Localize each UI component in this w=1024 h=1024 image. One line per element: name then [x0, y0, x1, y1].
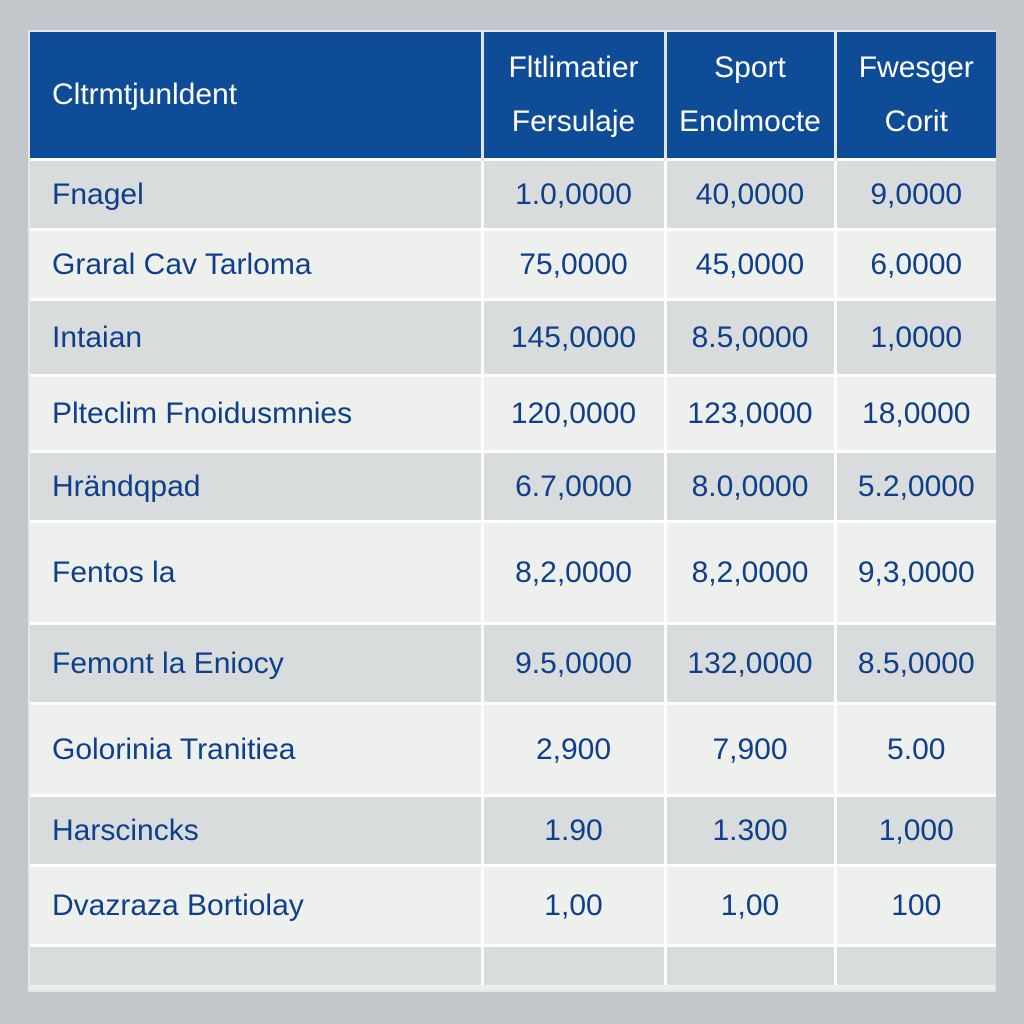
cell-value: 8.5,0000 [665, 298, 837, 376]
cell-value: 1,000 [835, 794, 996, 866]
table-row: Fentos la 8,2,0000 8,2,0000 9,3,0000 [30, 520, 996, 624]
row-name: Femont la Eniocy [30, 622, 484, 704]
cell-value: 8.0,0000 [665, 450, 837, 522]
row-name: Graral Cav Tarloma [30, 228, 484, 300]
empty-cell [482, 944, 667, 985]
column-header-1: Fltlimatier Fersulaje [482, 32, 667, 160]
cell-value: 145,0000 [482, 298, 667, 376]
row-name: Golorinia Tranitiea [30, 702, 484, 796]
cell-value: 1,00 [665, 864, 837, 946]
table-row: Pltecl​im Fnoidusmnies 120,0000 123,0000… [30, 374, 996, 452]
cell-value: 2,900 [482, 702, 667, 796]
table-row: Intaian 145,0000 8.5,0000 1,0000 [30, 298, 996, 376]
cell-value: 100 [835, 864, 996, 946]
column-header-name: Cltrmtjunldent [30, 32, 484, 160]
column-header-2: Sport Enolmocte [665, 32, 837, 160]
cell-value: 8,2,0000 [665, 520, 837, 624]
cell-value: 9,0000 [835, 158, 996, 230]
table-row: Dvazraza Bortiolay 1,00 1,00 100 [30, 864, 996, 946]
header-text: Cltrmtjunldent [52, 78, 238, 111]
empty-cell [30, 944, 484, 985]
cell-value: 6,0000 [835, 228, 996, 300]
cell-value: 18,0000 [835, 374, 996, 452]
header-text: Fersulaje [511, 105, 636, 138]
cell-value: 8,2,0000 [482, 520, 667, 624]
cell-value: 5.00 [835, 702, 996, 796]
cell-value: 45,0000 [665, 228, 837, 300]
table-row: Hrändqpad 6.7,0000 8.0,0000 5.2,0000 [30, 450, 996, 522]
cell-value: 6.7,0000 [482, 450, 667, 522]
table-row: Femont la Eniocy 9.5,0000 132,0000 8.5,0… [30, 622, 996, 704]
cell-value: 8.5,0000 [835, 622, 996, 704]
row-name: Dvazraza Bortiolay [30, 864, 484, 946]
header-row: Cltrmtjunldent Fltlimatier Fersulaje Spo… [30, 32, 996, 160]
cell-value: 1,0000 [835, 298, 996, 376]
cell-value: 120,0000 [482, 374, 667, 452]
cell-value: 123,0000 [665, 374, 837, 452]
cell-value: 75,0000 [482, 228, 667, 300]
empty-cell [665, 944, 837, 985]
cell-value: 1,00 [482, 864, 667, 946]
cell-value: 132,0000 [665, 622, 837, 704]
header-text: Sport [714, 51, 786, 84]
row-name: Harscincks [30, 794, 484, 866]
cell-value: 1.0,0000 [482, 158, 667, 230]
cell-value: 9,3,0000 [835, 520, 996, 624]
row-name: Fentos la [30, 520, 484, 624]
cell-value: 7,900 [665, 702, 837, 796]
row-name: Pltecl​im Fnoidusmnies [30, 374, 484, 452]
table-row: Golorinia Tranitiea 2,900 7,900 5.00 [30, 702, 996, 796]
data-table: Cltrmtjunldent Fltlimatier Fersulaje Spo… [30, 32, 996, 985]
header-text: Fltlimatier [508, 51, 639, 84]
empty-cell [835, 944, 996, 985]
column-header-3: Fwesger Corit [835, 32, 996, 160]
cell-value: 1.90 [482, 794, 667, 866]
cell-value: 40,0000 [665, 158, 837, 230]
data-table-sheet: Cltrmtjunldent Fltlimatier Fersulaje Spo… [28, 30, 996, 992]
cell-value: 9.5,0000 [482, 622, 667, 704]
header-text: Enolmocte [679, 105, 821, 138]
table-row-empty [30, 944, 996, 985]
header-text: Corit [884, 105, 948, 138]
cell-value: 5.2,0000 [835, 450, 996, 522]
table-row: Fnagel 1.0,0000 40,0000 9,0000 [30, 158, 996, 230]
table-row: Graral Cav Tarloma 75,0000 45,0000 6,000… [30, 228, 996, 300]
row-name: Intaian [30, 298, 484, 376]
cell-value: 1.300 [665, 794, 837, 866]
header-text: Fwesger [858, 51, 974, 84]
row-name: Hrändqpad [30, 450, 484, 522]
table-row: Harscincks 1.90 1.300 1,000 [30, 794, 996, 866]
row-name: Fnagel [30, 158, 484, 230]
